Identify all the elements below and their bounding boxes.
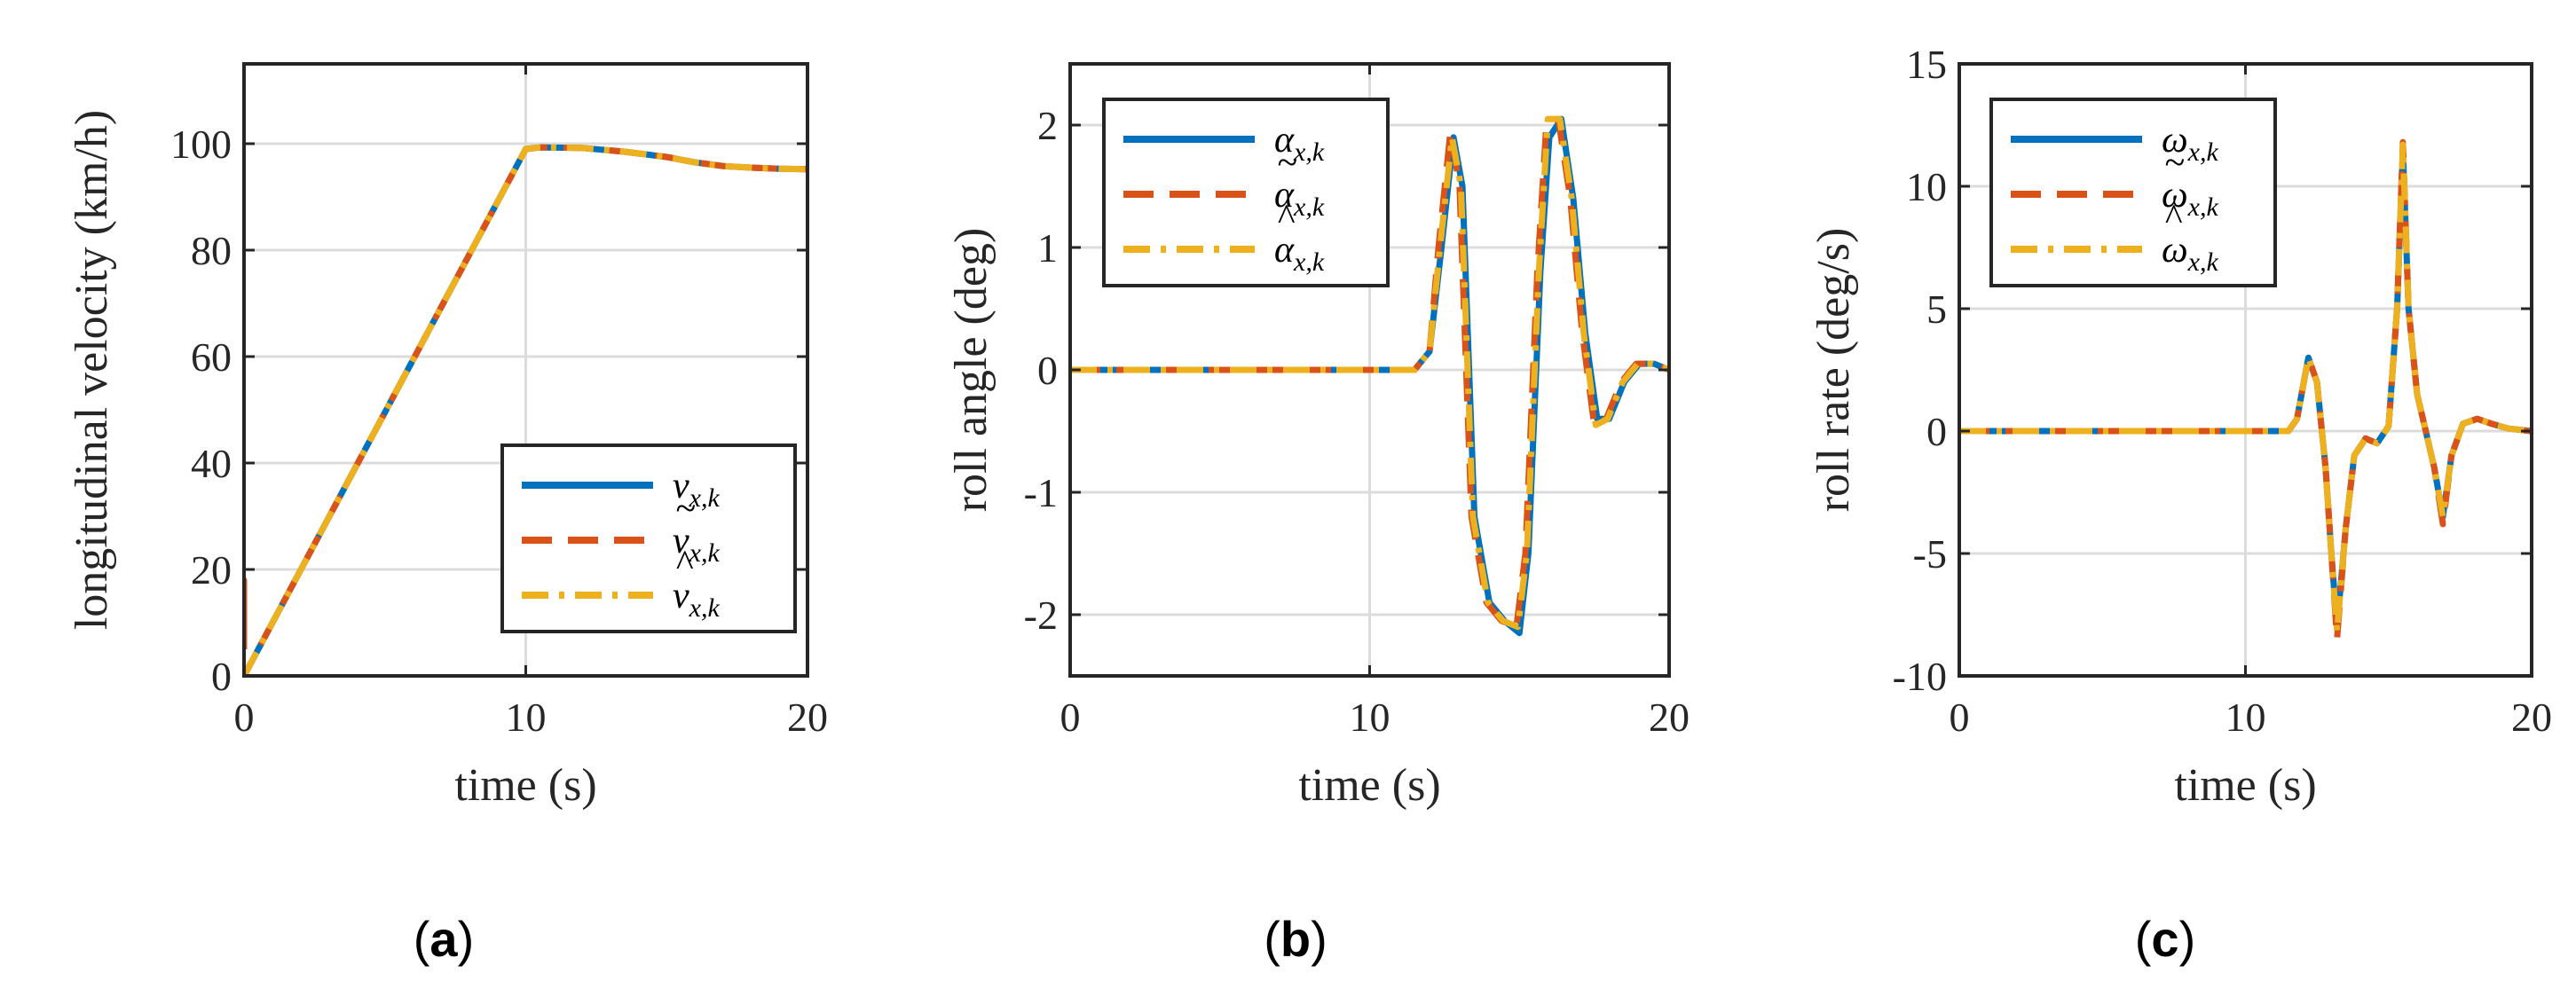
x-tick-label: 20 bbox=[1649, 695, 1690, 740]
x-axis-label: time (s) bbox=[454, 760, 596, 811]
x-tick-label: 20 bbox=[2511, 695, 2552, 740]
y-tick-label: -2 bbox=[1024, 593, 1058, 638]
legend-accent: ^ bbox=[1277, 198, 1296, 239]
x-tick-label: 20 bbox=[787, 695, 828, 740]
legend-symbol: ω bbox=[2162, 230, 2188, 271]
caption-letter: b bbox=[1280, 911, 1311, 967]
y-tick-label: 2 bbox=[1037, 103, 1058, 148]
y-axis-label: roll angle (deg) bbox=[946, 228, 997, 513]
legend-label: vx,k bbox=[673, 466, 720, 513]
y-tick-label: 5 bbox=[1926, 286, 1947, 332]
legend: αx,kαx,k~αx,k^ bbox=[1102, 98, 1390, 287]
y-tick-label: 100 bbox=[170, 122, 232, 167]
panel-caption: (b) bbox=[1264, 911, 1327, 967]
y-tick-label: 0 bbox=[1037, 348, 1058, 393]
legend-symbol: v bbox=[673, 576, 689, 616]
legend-subscript: x,k bbox=[1293, 192, 1325, 222]
legend-accent: ~ bbox=[2164, 143, 2185, 184]
legend-accent: ~ bbox=[675, 489, 696, 530]
legend-accent: ~ bbox=[1277, 143, 1297, 184]
legend-subscript: x,k bbox=[2187, 192, 2219, 222]
chart-panel-c: 0 10 20 -10 -5 0 5 10 15 time (s) roll rate (deg/s… bbox=[1808, 42, 2552, 967]
legend-label: ωx,k bbox=[2162, 120, 2218, 167]
y-axis-label: roll rate (deg/s) bbox=[1808, 228, 1859, 513]
y-tick-label: 80 bbox=[191, 228, 232, 273]
legend-symbol: α bbox=[1274, 120, 1295, 161]
x-tick-label: 10 bbox=[506, 695, 547, 740]
legend-subscript: x,k bbox=[2187, 137, 2219, 167]
legend-symbol: v bbox=[673, 521, 689, 561]
series-line-dash bbox=[1070, 115, 1669, 631]
y-axis-label: longitudinal velocity (km/h) bbox=[67, 110, 117, 630]
legend-subscript: x,k bbox=[1293, 247, 1325, 277]
legend-label: αx,k bbox=[1274, 120, 1325, 167]
x-axis-label: time (s) bbox=[1298, 760, 1440, 811]
y-tick-label: -5 bbox=[1913, 531, 1947, 577]
x-axis-label: time (s) bbox=[2174, 760, 2316, 811]
x-tick-label: 10 bbox=[2225, 695, 2266, 740]
y-tick-label: 15 bbox=[1906, 42, 1947, 87]
y-tick-label: 10 bbox=[1906, 164, 1947, 209]
legend-symbol: α bbox=[1274, 175, 1295, 216]
legend-label: ωx,k bbox=[2162, 175, 2218, 222]
caption-letter: c bbox=[2151, 911, 2178, 967]
legend-symbol: v bbox=[673, 466, 689, 506]
legend: ωx,kωx,k~ωx,k^ bbox=[1989, 98, 2277, 287]
y-tick-label: 40 bbox=[191, 441, 232, 486]
y-tick-label: 60 bbox=[191, 334, 232, 380]
legend-label: αx,k bbox=[1274, 230, 1325, 277]
series-line-dashdot bbox=[1070, 115, 1669, 631]
legend-subscript: x,k bbox=[689, 593, 721, 623]
legend-accent: ^ bbox=[2164, 198, 2183, 239]
series-line-dashdot bbox=[1959, 141, 2532, 635]
y-tick-label: 1 bbox=[1037, 225, 1058, 271]
legend-subscript: x,k bbox=[2187, 247, 2219, 277]
legend-label: vx,k bbox=[673, 576, 720, 623]
legend-label: vx,k bbox=[673, 521, 720, 568]
legend-subscript: x,k bbox=[1293, 137, 1325, 167]
y-tick-label: 0 bbox=[1926, 409, 1947, 454]
series-line-dashdot bbox=[244, 144, 807, 676]
legend: vx,kvx,k~vx,k^ bbox=[500, 443, 797, 633]
panel-caption: (c) bbox=[2135, 911, 2195, 967]
legend-subscript: x,k bbox=[689, 538, 721, 568]
caption-letter: a bbox=[429, 911, 458, 967]
legend-symbol: ω bbox=[2162, 120, 2188, 161]
legend-label: ωx,k bbox=[2162, 230, 2218, 277]
legend-symbol: ω bbox=[2162, 175, 2188, 216]
legend-accent: ^ bbox=[675, 544, 694, 585]
legend-subscript: x,k bbox=[689, 483, 721, 513]
x-tick-label: 0 bbox=[1950, 695, 1970, 740]
legend-symbol: α bbox=[1274, 230, 1295, 271]
legend-label: αx,k bbox=[1274, 175, 1325, 222]
y-tick-label: -1 bbox=[1024, 470, 1058, 515]
chart-panel-a: 0 10 20 0 20 40 60 80 100 time (s) longitudinal ve… bbox=[67, 62, 828, 967]
x-tick-label: 0 bbox=[234, 695, 255, 740]
x-tick-label: 0 bbox=[1060, 695, 1081, 740]
panel-caption: (a) bbox=[414, 911, 474, 967]
y-tick-label: 20 bbox=[191, 547, 232, 593]
x-tick-label: 10 bbox=[1350, 695, 1390, 740]
y-tick-label: 0 bbox=[211, 654, 232, 699]
y-tick-label: -10 bbox=[1893, 654, 1947, 699]
